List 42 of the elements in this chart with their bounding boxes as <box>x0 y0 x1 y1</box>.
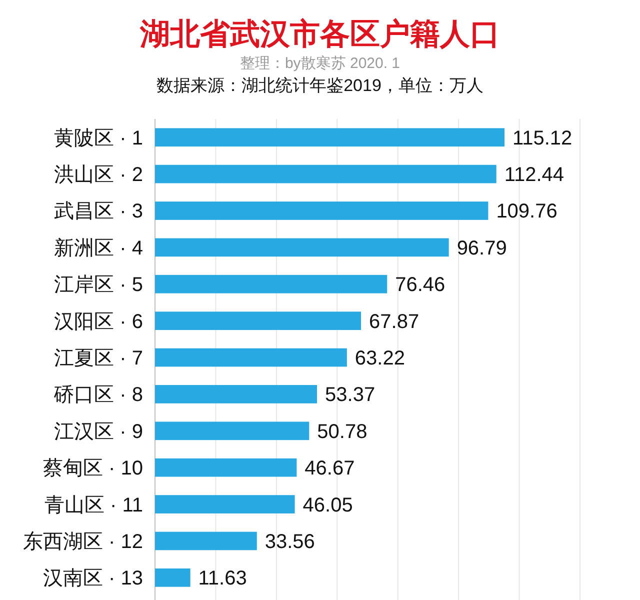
y-tick-label: 东西湖区 · 12 <box>22 530 143 553</box>
bar <box>155 568 190 587</box>
bar <box>155 422 310 440</box>
data-label: 67.87 <box>369 310 420 333</box>
bar <box>155 385 318 404</box>
source-note: 数据来源：湖北统计年鉴2019，单位：万人 <box>156 76 484 95</box>
y-tick-label: 蔡甸区 · 10 <box>42 458 143 480</box>
data-label: 46.05 <box>302 494 353 516</box>
data-label: 76.46 <box>395 274 446 296</box>
y-tick-label: 江汉区 · 9 <box>54 420 143 443</box>
bar <box>155 312 362 330</box>
y-tick-label: 江夏区 · 7 <box>54 348 143 370</box>
bar <box>155 458 297 477</box>
bar <box>155 348 347 367</box>
bar <box>155 164 496 184</box>
bar <box>155 274 388 294</box>
data-label: 33.56 <box>264 530 315 553</box>
y-tick-label: 江岸区 · 5 <box>54 274 143 296</box>
data-label: 46.67 <box>304 458 355 480</box>
bar <box>155 128 504 147</box>
y-tick-label: 黄陂区 · 1 <box>54 127 143 150</box>
y-tick-label: 新洲区 · 4 <box>54 237 143 260</box>
y-tick-label: 武昌区 · 3 <box>54 200 143 223</box>
data-label: 96.79 <box>456 237 507 260</box>
y-tick-label: 汉南区 · 13 <box>42 568 143 590</box>
y-tick-label: 洪山区 · 2 <box>54 164 143 186</box>
bar <box>155 202 488 220</box>
chart-title: 湖北省武汉市各区户籍人口 <box>139 17 500 51</box>
y-tick-label: 青山区 · 11 <box>44 494 143 516</box>
data-label: 112.44 <box>504 164 564 186</box>
data-label: 115.12 <box>512 127 572 150</box>
bar <box>155 495 295 514</box>
data-label: 50.78 <box>317 420 368 443</box>
y-tick-label: 硚口区 · 8 <box>53 384 143 406</box>
data-label: 11.63 <box>198 568 247 590</box>
y-tick-label: 汉阳区 · 6 <box>54 310 143 333</box>
bar <box>155 238 449 257</box>
data-label: 63.22 <box>354 348 405 370</box>
bar <box>155 532 257 550</box>
chart-subtitle: 整理：by散寒苏 2020. 1 <box>240 55 400 72</box>
data-label: 53.37 <box>325 384 376 406</box>
data-label: 109.76 <box>496 200 558 223</box>
